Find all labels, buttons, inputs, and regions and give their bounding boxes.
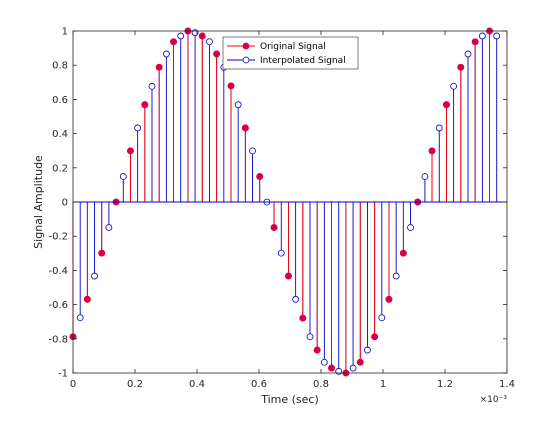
y-tick-label: -0.4 bbox=[48, 266, 68, 277]
x-tick-label: 1.4 bbox=[499, 379, 515, 390]
x-axis-exponent: ×10⁻³ bbox=[480, 395, 508, 405]
interpolated-point bbox=[320, 358, 328, 366]
y-tick-label: -0.2 bbox=[48, 232, 68, 243]
y-tick-label: 0.4 bbox=[52, 129, 68, 140]
y-tick-label: 0 bbox=[62, 198, 68, 209]
legend-original-marker bbox=[242, 42, 250, 50]
original-point bbox=[385, 295, 393, 303]
interpolated-point bbox=[76, 314, 84, 322]
original-point bbox=[170, 38, 177, 46]
x-tick-label: 0.8 bbox=[313, 379, 329, 390]
original-point bbox=[83, 295, 91, 303]
interpolated-point bbox=[306, 333, 314, 341]
original-point bbox=[313, 346, 321, 354]
original-point bbox=[328, 364, 335, 372]
original-point bbox=[428, 147, 436, 155]
x-tick-label: 0.6 bbox=[251, 379, 267, 390]
y-tick-label: -0.6 bbox=[48, 300, 68, 311]
interpolated-point bbox=[407, 224, 414, 231]
x-tick-label: 0.4 bbox=[189, 379, 205, 390]
y-tick-label: -0.8 bbox=[48, 334, 68, 345]
interpolated-point bbox=[134, 124, 142, 132]
interpolated-point bbox=[292, 295, 300, 303]
legend-original-label: Original Signal bbox=[260, 42, 326, 52]
x-tick-label: 0 bbox=[70, 379, 76, 390]
y-tick-label: 0.6 bbox=[52, 95, 68, 106]
original-point bbox=[285, 272, 292, 280]
x-ticks-group: 0 0.2 0.4 0.6 0.8 1 1.2 1.4 bbox=[70, 31, 515, 390]
original-point bbox=[127, 147, 134, 155]
original-stems-group bbox=[72, 31, 490, 373]
legend-box bbox=[222, 36, 359, 70]
original-point bbox=[241, 124, 249, 132]
original-point bbox=[299, 314, 307, 322]
x-tick-label: 1.2 bbox=[437, 379, 453, 390]
interpolated-point bbox=[91, 272, 98, 280]
y-tick-label: -1 bbox=[58, 369, 68, 380]
original-point bbox=[471, 38, 479, 46]
original-markers-group bbox=[69, 27, 493, 377]
interpolated-point bbox=[421, 173, 429, 180]
legend-interpolated-marker bbox=[242, 56, 250, 64]
interpolated-point bbox=[249, 147, 256, 155]
original-point bbox=[256, 173, 264, 180]
original-point bbox=[198, 32, 206, 40]
interpolated-point bbox=[206, 38, 213, 46]
interpolated-point bbox=[364, 346, 371, 354]
interpolated-point bbox=[378, 314, 386, 322]
interpolated-point bbox=[493, 32, 501, 40]
x-tick-label: 0.2 bbox=[127, 379, 143, 390]
original-point bbox=[457, 63, 465, 71]
original-point bbox=[227, 82, 235, 90]
original-point bbox=[443, 101, 450, 109]
interpolated-point bbox=[464, 50, 472, 58]
original-point bbox=[399, 249, 407, 257]
interpolated-point bbox=[119, 173, 127, 180]
y-axis-label: Signal Amplitude bbox=[32, 155, 45, 249]
original-point bbox=[356, 358, 364, 366]
interpolated-point bbox=[105, 224, 113, 231]
original-point bbox=[371, 333, 379, 341]
y-tick-label: 0.2 bbox=[52, 163, 68, 174]
legend: Original Signal Interpolated Signal bbox=[222, 36, 359, 70]
legend-interpolated-label: Interpolated Signal bbox=[260, 56, 346, 66]
x-axis-label: Time (sec) bbox=[260, 393, 319, 406]
interpolated-point bbox=[162, 50, 170, 58]
interpolated-point bbox=[234, 101, 242, 109]
original-point bbox=[98, 249, 106, 257]
original-point bbox=[141, 101, 149, 109]
interpolated-point bbox=[478, 32, 486, 40]
original-point bbox=[155, 63, 163, 71]
y-tick-label: 1 bbox=[62, 27, 68, 38]
interpolated-point bbox=[450, 82, 458, 90]
interpolated-point bbox=[148, 82, 156, 90]
interpolated-point bbox=[435, 124, 443, 132]
x-tick-label: 1 bbox=[380, 379, 386, 390]
interpolated-point bbox=[277, 249, 285, 257]
original-point bbox=[270, 224, 278, 231]
interpolated-point bbox=[392, 272, 400, 280]
y-tick-label: 0.8 bbox=[52, 61, 68, 72]
interpolated-point bbox=[177, 32, 185, 40]
original-point bbox=[213, 50, 221, 58]
interpolated-point bbox=[349, 364, 357, 372]
y-ticks-group: -1 -0.8 -0.6 -0.4 -0.2 0 0.2 0.4 0.6 0.8 1 bbox=[48, 27, 507, 380]
